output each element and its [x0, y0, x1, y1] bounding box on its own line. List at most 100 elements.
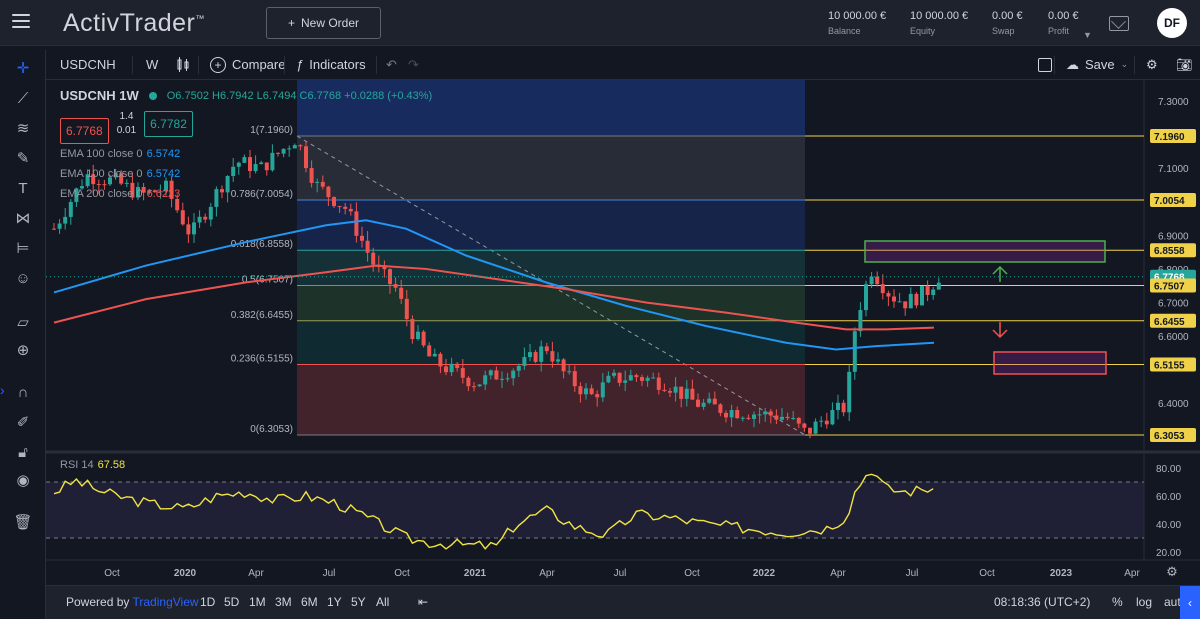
price-label-box [1150, 129, 1196, 143]
candle-body [270, 152, 275, 171]
range-5y[interactable]: 5Y [351, 595, 366, 609]
indicators-button[interactable]: ƒ Indicators [296, 57, 366, 72]
candle-body [259, 162, 264, 165]
clock-time[interactable]: 08:18:36 (UTC+2) [994, 595, 1091, 609]
crosshair-icon[interactable]: ✛ [16, 60, 30, 77]
rsi-legend[interactable]: RSI 14 67.58 [60, 459, 126, 471]
range-5d[interactable]: 5D [224, 595, 240, 609]
redo-icon[interactable]: ↷ [408, 56, 419, 72]
ruler-icon[interactable]: ▱ [17, 314, 29, 331]
range-1m[interactable]: 1M [249, 595, 266, 609]
compare-button[interactable]: + Compare [202, 50, 293, 79]
menu-icon[interactable] [12, 14, 30, 30]
candle-body [931, 289, 936, 295]
collapse-toolbar-icon[interactable]: › [0, 382, 5, 398]
chart-type-icon[interactable] [168, 50, 198, 79]
time-tick-label: Apr [248, 568, 264, 579]
candle-body [231, 166, 236, 177]
caret-down-icon[interactable]: ▼ [1083, 30, 1092, 40]
ema-200-line [53, 264, 935, 331]
trendline-icon[interactable]: ⟋ [17, 89, 29, 107]
candle-body [158, 191, 163, 193]
app-header: ActivTrader™ + New Order 10 000.00 € Balan… [0, 0, 1200, 46]
eye-icon[interactable]: ◉ [16, 472, 30, 489]
chart-legend: USDCNH 1W O6.7502 H6.7942 L6.7494 C6.776… [60, 88, 432, 103]
buy-button[interactable]: 6.7782 [144, 111, 193, 137]
save-button[interactable]: ☁ Save ⌄ [1066, 56, 1129, 73]
trash-icon[interactable]: 🗑︎ [13, 514, 33, 531]
brush-icon[interactable]: ✎ [16, 150, 30, 167]
candle-body [718, 404, 723, 413]
time-tick-label: Oct [394, 568, 410, 579]
lock-drawings-icon[interactable]: ✐ [16, 414, 30, 431]
auto-toggle[interactable]: auto [1164, 595, 1180, 609]
fib-tool-icon[interactable]: ≋ [16, 120, 30, 137]
camera-icon[interactable]: 📷︎ [1176, 56, 1193, 72]
percent-toggle[interactable]: % [1112, 595, 1123, 609]
settings-icon[interactable]: ⚙ [1146, 56, 1158, 72]
candle-body [724, 412, 728, 418]
price-label-box [1150, 278, 1196, 293]
ema-100-legend-2[interactable]: EMA 100 close 0 6.5742 [60, 168, 181, 180]
ema-100-line [53, 219, 935, 351]
range-1y[interactable]: 1Y [327, 595, 342, 609]
candle-body [511, 370, 516, 379]
candle-body [63, 216, 68, 224]
range-1d[interactable]: 1D [200, 595, 216, 609]
candle-body [332, 197, 336, 207]
pattern-icon[interactable]: ⋈ [15, 210, 31, 227]
candle-body [309, 168, 314, 183]
range-3m[interactable]: 3M [275, 595, 292, 609]
candle-body [276, 152, 280, 154]
balance-stat: 10 000.00 € Balance [828, 10, 887, 36]
price-label: 7.0054 [1154, 196, 1185, 207]
range-all[interactable]: All [376, 595, 390, 609]
mail-icon[interactable] [1109, 16, 1129, 31]
collapse-panel-icon[interactable]: ‹ [1180, 586, 1200, 619]
fib-label-4: 0.382(6.6455) [231, 310, 293, 321]
price-tick-label: 6.4000 [1158, 399, 1189, 410]
candle-body [164, 180, 168, 192]
time-tick-label: 2021 [464, 568, 487, 579]
powered-by[interactable]: Powered by TradingView [66, 595, 199, 609]
quick-trade-panel: 6.7768 1.4 0.01 6.7782 [60, 110, 193, 144]
fullscreen-icon[interactable] [1030, 50, 1060, 79]
goto-date-icon[interactable]: ⇤ [418, 595, 429, 609]
profit-stat[interactable]: 0.00 € Profit [1048, 10, 1079, 36]
candle-body [96, 184, 101, 186]
log-toggle[interactable]: log [1136, 595, 1153, 609]
axis-settings-icon[interactable]: ⚙ [1166, 565, 1178, 580]
undo-icon[interactable]: ↶ [386, 56, 397, 72]
interval-select[interactable]: W [146, 57, 159, 72]
candle-body [214, 189, 219, 207]
candle-body [416, 331, 420, 339]
candle-body [466, 377, 471, 387]
sell-button[interactable]: 6.7768 [60, 118, 109, 144]
magnet-icon[interactable]: ∩ [17, 383, 29, 401]
candle-body [841, 402, 846, 413]
market-open-dot [148, 91, 157, 100]
candles-icon [177, 56, 189, 72]
candle-body [80, 186, 84, 189]
ema-100-legend[interactable]: EMA 100 close 0 6.5742 [60, 148, 181, 160]
text-tool-icon[interactable]: T [18, 179, 28, 197]
ema-200-legend[interactable]: EMA 200 close 0 6.6223 [60, 188, 181, 200]
candle-body [242, 157, 247, 163]
range-6m[interactable]: 6M [301, 595, 318, 609]
price-chart[interactable]: 1(7.1960)0.786(7.0054)0.618(6.8558)0.5(6… [46, 80, 1200, 585]
lock-icon[interactable]: 🔓︎ [18, 443, 28, 461]
candle-body [85, 174, 90, 187]
zoom-in-icon[interactable]: ⊕ [16, 342, 30, 359]
candle-body [712, 398, 717, 405]
candle-body [729, 410, 734, 418]
price-label-box [1150, 313, 1196, 328]
avatar[interactable]: DF [1157, 8, 1187, 38]
candle-body [847, 371, 852, 413]
candle-body [780, 416, 784, 420]
symbol-search[interactable]: USDCNH [60, 57, 116, 72]
new-order-button[interactable]: + New Order [266, 7, 381, 39]
prediction-icon[interactable]: ⊨ [16, 240, 30, 257]
emoji-icon[interactable]: ☺ [15, 269, 31, 287]
legend-symbol[interactable]: USDCNH [60, 88, 116, 103]
candle-body [785, 416, 790, 419]
